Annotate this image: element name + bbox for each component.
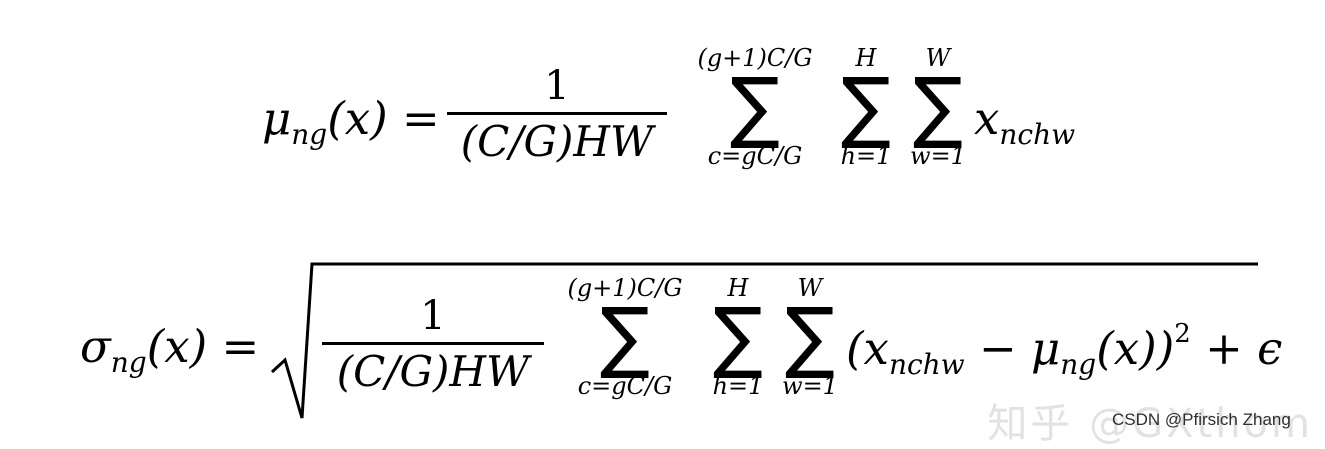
mean-sum-w-upper: W [925, 44, 951, 72]
std-term-minus: − [978, 322, 1017, 375]
mean-sum-h-lower: h=1 [840, 142, 892, 171]
std-sum-w-upper: W [797, 274, 823, 302]
std-sum-h-lower: h=1 [712, 372, 764, 401]
mean-term-subscript: nchw [999, 118, 1076, 151]
std-term-mu: μ [1031, 322, 1061, 375]
mean-sum-w-lower: w=1 [910, 142, 966, 171]
std-fraction: 1 (C/G)HW [322, 296, 544, 393]
csdn-watermark: CSDN @Pfirsich Zhang [1112, 410, 1291, 429]
sigma-symbol: σ [80, 320, 111, 373]
std-fraction-bar [322, 342, 544, 345]
mean-lhs: μng(x) = [262, 96, 440, 149]
mean-term: xnchw [974, 96, 1075, 149]
mean-fraction: 1 (C/G)HW [447, 66, 667, 163]
mean-fraction-numerator: 1 [544, 63, 570, 109]
sigma-sum-icon: ∑ [730, 62, 780, 152]
sigma-sum-icon: ∑ [913, 62, 963, 152]
mean-fraction-denominator: (C/G)HW [460, 117, 654, 166]
std-lhs-subscript: ng [110, 346, 147, 379]
mean-lhs-arg: (x) = [327, 92, 440, 145]
std-fraction-denominator: (C/G)HW [336, 347, 530, 396]
std-lhs-arg: (x) = [146, 320, 260, 373]
std-sum-c-upper: (g+1)C/G [567, 274, 683, 302]
sigma-sum-icon: ∑ [841, 62, 891, 152]
sigma-sum-icon: ∑ [785, 292, 835, 382]
mean-sum-c-lower: c=gC/G [707, 142, 803, 171]
mu-symbol: μ [262, 92, 292, 145]
sigma-sum-icon: ∑ [600, 292, 650, 382]
std-term-open: (x [846, 322, 889, 375]
std-term-plus: + [1205, 322, 1243, 375]
mean-sum-c: (g+1)C/G ∑ c=gC/G [680, 46, 830, 168]
std-term-close: (x)) [1096, 322, 1175, 375]
std-term-mu-subscript: ng [1060, 348, 1097, 381]
std-sum-c: (g+1)C/G ∑ c=gC/G [550, 276, 700, 398]
mean-sum-h-upper: H [855, 44, 877, 72]
std-term: (xnchw − μng(x))2 + ϵ [846, 321, 1282, 379]
mean-fraction-bar [447, 112, 667, 115]
std-lhs: σng(x) = [80, 324, 259, 377]
mean-sum-c-upper: (g+1)C/G [697, 44, 813, 72]
mean-term-x: x [974, 92, 1000, 145]
std-sum-h: H ∑ h=1 [700, 276, 776, 398]
std-sum-c-lower: c=gC/G [577, 372, 673, 401]
std-sum-w-lower: w=1 [782, 372, 838, 401]
zhihu-watermark: 知乎 @GXthom [987, 401, 1313, 447]
std-sum-h-upper: H [727, 274, 749, 302]
mean-sum-h: H ∑ h=1 [828, 46, 904, 168]
std-sum-w: W ∑ w=1 [772, 276, 848, 398]
mean-sum-w: W ∑ w=1 [900, 46, 976, 168]
sigma-sum-icon: ∑ [713, 292, 763, 382]
std-term-subscript: nchw [888, 348, 965, 381]
std-fraction-numerator: 1 [420, 293, 446, 339]
std-term-exponent: 2 [1174, 319, 1191, 349]
mean-lhs-subscript: ng [291, 118, 328, 151]
std-term-epsilon: ϵ [1257, 322, 1283, 375]
